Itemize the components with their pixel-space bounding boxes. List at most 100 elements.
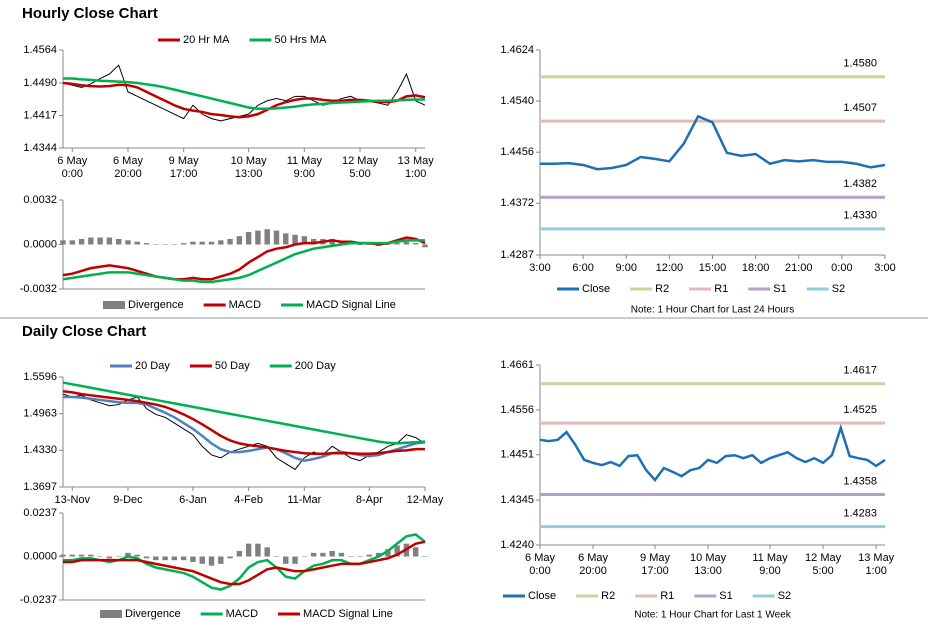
section-title: Daily Close Chart xyxy=(22,323,146,340)
y-tick-label: 1.3697 xyxy=(23,481,57,493)
divergence-bar xyxy=(162,244,168,245)
reference-label: 1.4580 xyxy=(843,58,877,70)
divergence-bar xyxy=(190,241,196,245)
legend-label: S2 xyxy=(778,590,791,602)
divergence-bar xyxy=(171,244,178,245)
legend-label: 200 Day xyxy=(295,360,336,372)
divergence-bar xyxy=(310,552,317,557)
divergence-bar xyxy=(236,550,243,557)
series-line xyxy=(62,390,425,456)
x-tick-label: 11 May 9:00 xyxy=(752,552,788,577)
divergence-bar xyxy=(199,556,205,564)
x-tick-label-line: 9:00 xyxy=(294,168,315,180)
x-tick-label: 13-Nov xyxy=(55,494,91,506)
divergence-bar xyxy=(227,238,233,245)
series-line xyxy=(62,239,425,284)
x-tick-label: 21:00 xyxy=(785,262,813,274)
divergence-bar xyxy=(106,237,113,245)
x-tick-label-line: 13:00 xyxy=(694,565,722,577)
x-tick-label-line: 6 May xyxy=(57,155,87,167)
divergence-bar xyxy=(88,554,94,557)
x-tick-label-line: 5:00 xyxy=(812,565,833,577)
x-tick-label: 9-Dec xyxy=(113,494,143,506)
x-tick-label-line: 6 May xyxy=(113,155,143,167)
x-tick-label: 8-Apr xyxy=(356,494,383,506)
divergence-bar xyxy=(283,233,289,245)
x-tick-label-line: 13 May xyxy=(398,155,435,167)
x-tick-label-line: 17:00 xyxy=(641,565,669,577)
legend-label: 50 Hrs MA xyxy=(274,34,327,46)
y-tick-label: 1.5596 xyxy=(23,371,57,383)
divergence-bar xyxy=(366,554,373,557)
reference-label: 1.4382 xyxy=(843,178,877,190)
y-tick-label: 0.0000 xyxy=(23,238,57,250)
divergence-bar xyxy=(292,556,298,564)
divergence-bar xyxy=(329,550,335,557)
legend-label: R1 xyxy=(660,590,674,602)
divergence-bar xyxy=(227,556,233,559)
y-tick-label: 1.4456 xyxy=(500,146,534,158)
divergence-bar xyxy=(422,556,428,557)
divergence-bar xyxy=(348,556,354,557)
x-tick-label-line: 6 May xyxy=(525,552,555,564)
y-tick-label: 1.4490 xyxy=(23,77,57,89)
legend-label: Close xyxy=(528,590,556,602)
divergence-bar xyxy=(264,547,270,557)
x-tick-label-line: 0:00 xyxy=(529,565,550,577)
series-line xyxy=(539,423,886,482)
series-line xyxy=(63,395,426,463)
y-tick-label: 1.4372 xyxy=(500,197,534,209)
divergence-bar xyxy=(125,240,131,245)
divergence-bar xyxy=(310,238,317,245)
x-tick-label-line: 20:00 xyxy=(579,565,607,577)
x-tick-label-line: 12 May xyxy=(805,552,842,564)
x-tick-label: 10 May 13:00 xyxy=(231,155,268,180)
series-line xyxy=(540,114,886,171)
x-tick-label: 4-Feb xyxy=(234,494,263,506)
divergence-bar xyxy=(264,229,270,245)
divergence-bar xyxy=(208,241,215,245)
legend-label: 20 Hr MA xyxy=(183,34,230,46)
reference-label: 1.4358 xyxy=(843,475,877,487)
y-tick-label: 1.4624 xyxy=(500,44,534,56)
x-tick-label-line: 5:00 xyxy=(349,168,370,180)
legend-label: S2 xyxy=(832,283,845,295)
divergence-bar xyxy=(394,243,400,245)
series-line xyxy=(62,381,426,445)
note: Note: 1 Hour Chart for Last 24 Hours xyxy=(631,305,794,316)
x-tick-label: 3:00 xyxy=(874,262,895,274)
divergence-bar xyxy=(171,556,178,561)
x-tick-label-line: 13:00 xyxy=(235,168,263,180)
divergence-bar xyxy=(115,556,122,557)
divergence-bar xyxy=(394,545,400,557)
divergence-bar xyxy=(78,554,85,557)
x-tick-label: 3:00 xyxy=(529,262,550,274)
x-tick-label-line: 9 May xyxy=(640,552,670,564)
x-tick-label: 18:00 xyxy=(742,262,770,274)
y-tick-label: 1.4240 xyxy=(500,539,534,551)
x-tick-label-line: 13 May xyxy=(858,552,895,564)
divergence-bar xyxy=(366,244,373,245)
x-tick-label: 11 May 9:00 xyxy=(287,155,323,180)
y-tick-label: 0.0000 xyxy=(23,550,57,562)
divergence-bar xyxy=(403,241,410,245)
x-tick-label: 6 May 20:00 xyxy=(113,155,143,180)
legend-label: MACD xyxy=(229,299,261,311)
y-tick-label: 1.4556 xyxy=(500,404,534,416)
divergence-bar xyxy=(97,556,103,557)
divergence-bar xyxy=(375,552,382,557)
divergence-bar xyxy=(301,236,308,245)
x-tick-label: 9 May 17:00 xyxy=(169,155,199,180)
reference-label: 1.4525 xyxy=(843,404,877,416)
divergence-bar xyxy=(180,556,187,561)
divergence-bar xyxy=(236,236,243,245)
y-tick-label: 0.0032 xyxy=(23,194,57,206)
divergence-bar xyxy=(69,554,75,557)
x-tick-label-line: 1:00 xyxy=(405,168,426,180)
legend-label: S1 xyxy=(773,283,786,295)
divergence-bar xyxy=(218,240,224,245)
divergence-bar xyxy=(97,237,103,245)
x-tick-label-line: 20:00 xyxy=(114,168,142,180)
divergence-bar xyxy=(357,244,363,245)
